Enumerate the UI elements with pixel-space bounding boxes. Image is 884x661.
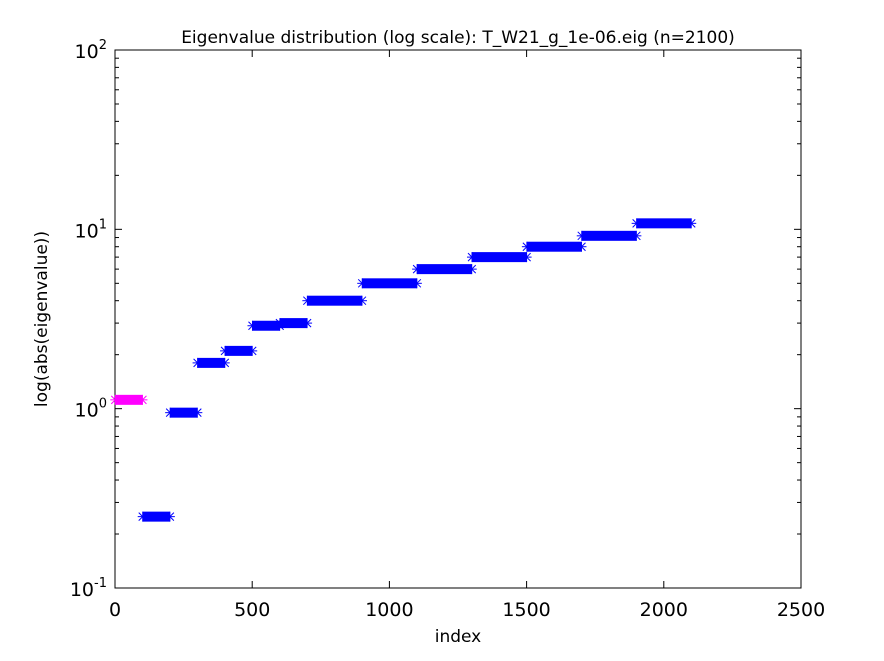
marker-band [142,511,170,522]
asterisk-marker [466,252,477,263]
marker-run [110,394,148,405]
x-axis-label: index [435,627,482,647]
marker-band [526,241,582,252]
x-tick-label: 2000 [640,599,688,621]
marker-band [197,357,225,368]
asterisk-marker [521,252,532,263]
marker-run [137,511,175,522]
asterisk-marker [356,295,367,306]
x-tick-labels: 0 500 1000 1500 2000 2500 [109,599,825,621]
marker-band [581,230,637,241]
marker-run [521,241,587,252]
plot-area [114,49,802,589]
marker-run [220,345,258,356]
asterisk-marker [164,511,175,522]
asterisk-marker [192,407,203,418]
marker-run [192,357,230,368]
marker-band [362,278,417,289]
x-tick-label: 0 [109,599,121,621]
chart-title: Eigenvalue distribution (log scale): T_W… [181,28,735,48]
asterisk-marker [247,320,258,331]
asterisk-marker [466,264,477,275]
asterisk-marker [411,278,422,289]
marker-band [417,264,472,275]
marker-band [471,252,527,263]
marker-run [357,278,422,289]
asterisk-marker [357,278,368,289]
marker-band [115,394,143,405]
x-tick-label: 500 [234,599,270,621]
marker-band [225,345,253,356]
asterisk-marker [110,394,121,405]
asterisk-marker [274,318,285,329]
asterisk-marker [192,357,203,368]
marker-band [279,318,308,329]
marker-band [170,407,198,418]
marker-run [466,252,532,263]
marker-run [302,295,367,306]
asterisk-marker [247,345,258,356]
axis-ticks [114,49,802,589]
marker-run [412,264,477,275]
asterisk-marker [631,218,642,229]
x-tick-label: 2500 [777,599,825,621]
asterisk-marker [521,241,532,252]
y-tick-labels: 10-1 100 101 102 [70,38,107,601]
asterisk-marker [412,264,423,275]
asterisk-marker [137,394,148,405]
x-tick-label: 1500 [502,599,550,621]
marker-band [636,218,692,229]
y-tick-label: 10-1 [70,576,107,601]
asterisk-marker [631,230,642,241]
asterisk-marker [302,318,313,329]
data-marks [110,218,697,522]
marker-run [274,318,313,329]
asterisk-marker [686,218,697,229]
asterisk-marker [576,230,587,241]
y-axis-label: log(abs(eigenvalue)) [32,231,52,407]
asterisk-marker [302,295,313,306]
x-tick-label: 1000 [365,599,413,621]
y-tick-label: 102 [75,38,107,63]
asterisk-marker [165,407,176,418]
y-tick-label: 101 [75,217,107,242]
marker-band [307,295,362,306]
asterisk-marker [576,241,587,252]
marker-band [252,320,280,331]
asterisk-marker [137,511,148,522]
marker-run [631,218,697,229]
asterisk-marker [220,345,231,356]
marker-run [165,407,203,418]
asterisk-marker [219,357,230,368]
y-tick-label: 100 [75,397,107,422]
marker-run [576,230,642,241]
